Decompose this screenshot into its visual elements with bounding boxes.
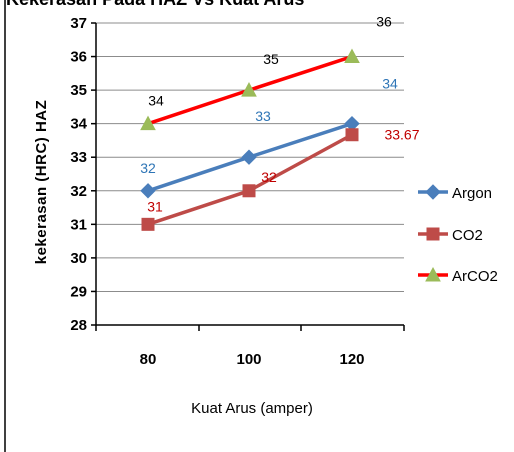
data-label-co2-120: 33.67	[384, 127, 419, 143]
series-point-arco2-120	[344, 48, 360, 64]
data-label-arco2-100: 35	[263, 51, 279, 67]
x-tick-label-80: 80	[140, 351, 157, 368]
series-point-arco2-100	[241, 82, 257, 97]
axes	[91, 22, 405, 331]
y-tick-label-34: 34	[70, 116, 87, 133]
y-tick-labels: 28 29 30 31 32 33 34 35 36 37	[70, 15, 87, 334]
chart-title: Kekerasan Pada HAZ Vs Kuat Arus	[6, 0, 304, 9]
series-point-arco2-80	[140, 115, 156, 131]
legend-marker-argon	[425, 184, 441, 200]
data-label-co2-100: 32	[261, 169, 277, 185]
x-tick-labels: 80 100 120	[140, 351, 365, 368]
legend-label-arco2: ArCO2	[452, 268, 498, 285]
data-labels: 32 33 34 31 32 33.67 34 35 36	[140, 14, 420, 215]
series-point-co2-120	[345, 128, 359, 142]
series-point-argon-80	[140, 183, 156, 199]
x-axis-label: Kuat Arus (amper)	[191, 400, 313, 417]
y-tick-label-37: 37	[70, 15, 87, 32]
legend-label-co2: CO2	[452, 227, 483, 244]
y-tick-label-31: 31	[70, 216, 87, 233]
y-tick-label-28: 28	[70, 317, 87, 334]
legend: Argon CO2 ArCO2	[418, 184, 498, 285]
data-label-argon-120: 34	[382, 76, 398, 92]
y-tick-label-29: 29	[70, 283, 87, 300]
y-tick-label-35: 35	[70, 82, 87, 99]
series-point-co2-80	[141, 217, 155, 231]
x-tick-label-120: 120	[339, 351, 364, 368]
y-tick-label-30: 30	[70, 250, 87, 267]
data-label-co2-80: 31	[147, 198, 163, 214]
y-tick-label-32: 32	[70, 183, 87, 200]
y-axis-label: kekerasan (HRC) HAZ	[33, 100, 50, 265]
data-label-argon-80: 32	[140, 160, 156, 176]
y-tick-label-33: 33	[70, 149, 87, 166]
series-point-co2-100	[242, 184, 256, 198]
x-tick-label-100: 100	[236, 351, 261, 368]
data-label-argon-100: 33	[255, 108, 271, 124]
series-group	[140, 48, 360, 231]
legend-label-argon: Argon	[452, 185, 492, 202]
legend-marker-arco2	[425, 266, 441, 282]
y-tick-label-36: 36	[70, 49, 87, 66]
data-label-arco2-120: 36	[376, 14, 392, 30]
legend-marker-co2	[426, 227, 440, 241]
data-label-arco2-80: 34	[148, 93, 164, 109]
series-point-argon-100	[241, 149, 257, 165]
